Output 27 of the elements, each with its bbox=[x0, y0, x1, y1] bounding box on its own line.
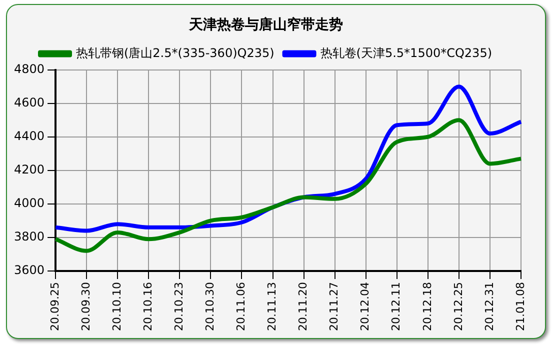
y-tick-label: 4400 bbox=[14, 128, 45, 143]
y-tick-label: 4800 bbox=[14, 62, 45, 76]
y-tick-label: 4600 bbox=[14, 95, 45, 110]
x-tick-label: 20.12.04 bbox=[358, 282, 372, 331]
x-tick-label: 20.09.25 bbox=[48, 282, 62, 331]
line-series bbox=[54, 118, 523, 253]
x-tick-label: 20.10.23 bbox=[172, 282, 186, 331]
legend-label: 热轧卷(天津5.5*1500*CQ235) bbox=[320, 46, 492, 60]
legend-label: 热轧带钢(唐山2.5*(335-360)Q235) bbox=[76, 46, 274, 60]
y-tick-label: 3600 bbox=[14, 263, 45, 278]
x-tick-label: 21.01.08 bbox=[514, 282, 527, 331]
x-tick-label: 20.10.30 bbox=[204, 282, 217, 331]
x-tick-label: 20.12.25 bbox=[452, 282, 465, 331]
x-tick-label: 20.11.27 bbox=[328, 282, 341, 331]
chart-title: 天津热卷与唐山窄带走势 bbox=[188, 16, 343, 34]
x-tick-label: 20.10.16 bbox=[141, 282, 154, 331]
y-tick-label: 4000 bbox=[14, 196, 45, 210]
x-tick-label: 20.12.18 bbox=[420, 282, 434, 331]
x-tick-label: 20.10.10 bbox=[110, 282, 124, 331]
x-tick-label: 20.11.20 bbox=[296, 282, 310, 331]
x-tick-label: 20.12.11 bbox=[390, 282, 403, 331]
x-tick-label: 20.11.13 bbox=[266, 282, 279, 331]
x-tick-label: 20.11.06 bbox=[234, 282, 248, 331]
y-tick-label: 3800 bbox=[14, 230, 45, 244]
x-tick-label: 20.12.31 bbox=[482, 282, 496, 331]
y-tick-label: 4200 bbox=[14, 162, 45, 177]
x-tick-label: 20.09.30 bbox=[79, 282, 92, 331]
